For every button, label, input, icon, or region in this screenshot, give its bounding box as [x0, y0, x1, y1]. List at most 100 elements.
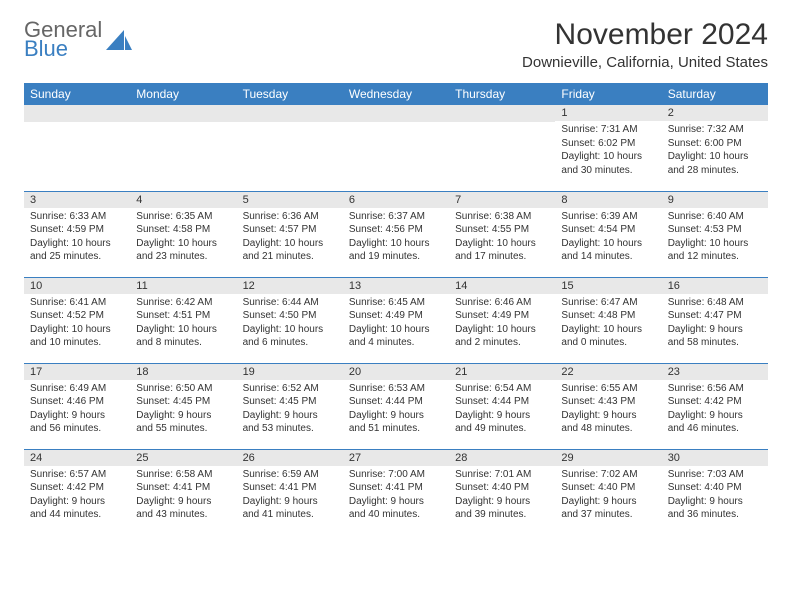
- month-title: November 2024: [522, 18, 768, 52]
- day-content: Sunrise: 6:45 AMSunset: 4:49 PMDaylight:…: [343, 294, 449, 352]
- day-header: Sunday: [24, 83, 130, 105]
- daylight: Daylight: 10 hours and 0 minutes.: [561, 323, 655, 350]
- day-number: 25: [130, 450, 236, 466]
- sunrise: Sunrise: 6:56 AM: [668, 382, 762, 396]
- day-content: Sunrise: 6:36 AMSunset: 4:57 PMDaylight:…: [237, 208, 343, 266]
- sunset: Sunset: 6:02 PM: [561, 137, 655, 151]
- daylight: Daylight: 10 hours and 8 minutes.: [136, 323, 230, 350]
- calendar-cell: 4Sunrise: 6:35 AMSunset: 4:58 PMDaylight…: [130, 191, 236, 277]
- sunset: Sunset: 4:40 PM: [561, 481, 655, 495]
- day-number: 29: [555, 450, 661, 466]
- day-content: Sunrise: 6:59 AMSunset: 4:41 PMDaylight:…: [237, 466, 343, 524]
- day-number: 16: [662, 278, 768, 294]
- daylight: Daylight: 9 hours and 53 minutes.: [243, 409, 337, 436]
- calendar-cell: 3Sunrise: 6:33 AMSunset: 4:59 PMDaylight…: [24, 191, 130, 277]
- sunset: Sunset: 4:52 PM: [30, 309, 124, 323]
- day-content: Sunrise: 6:44 AMSunset: 4:50 PMDaylight:…: [237, 294, 343, 352]
- sunset: Sunset: 6:00 PM: [668, 137, 762, 151]
- sunset: Sunset: 4:51 PM: [136, 309, 230, 323]
- calendar-row: 24Sunrise: 6:57 AMSunset: 4:42 PMDayligh…: [24, 449, 768, 535]
- calendar-cell: 2Sunrise: 7:32 AMSunset: 6:00 PMDaylight…: [662, 105, 768, 191]
- sunset: Sunset: 4:40 PM: [455, 481, 549, 495]
- calendar-cell: [449, 105, 555, 191]
- day-number: 15: [555, 278, 661, 294]
- sunset: Sunset: 4:44 PM: [455, 395, 549, 409]
- day-number: 12: [237, 278, 343, 294]
- sunrise: Sunrise: 6:47 AM: [561, 296, 655, 310]
- sunrise: Sunrise: 6:58 AM: [136, 468, 230, 482]
- calendar-row: 10Sunrise: 6:41 AMSunset: 4:52 PMDayligh…: [24, 277, 768, 363]
- sunset: Sunset: 4:57 PM: [243, 223, 337, 237]
- sunset: Sunset: 4:45 PM: [243, 395, 337, 409]
- day-header: Friday: [555, 83, 661, 105]
- sunset: Sunset: 4:50 PM: [243, 309, 337, 323]
- calendar-cell: 11Sunrise: 6:42 AMSunset: 4:51 PMDayligh…: [130, 277, 236, 363]
- day-content: Sunrise: 6:50 AMSunset: 4:45 PMDaylight:…: [130, 380, 236, 438]
- day-content: Sunrise: 6:56 AMSunset: 4:42 PMDaylight:…: [662, 380, 768, 438]
- day-number: 28: [449, 450, 555, 466]
- daylight: Daylight: 9 hours and 55 minutes.: [136, 409, 230, 436]
- day-number: 6: [343, 192, 449, 208]
- sunset: Sunset: 4:53 PM: [668, 223, 762, 237]
- day-number: [24, 105, 130, 122]
- calendar-cell: [237, 105, 343, 191]
- day-content: Sunrise: 6:54 AMSunset: 4:44 PMDaylight:…: [449, 380, 555, 438]
- day-content: Sunrise: 6:49 AMSunset: 4:46 PMDaylight:…: [24, 380, 130, 438]
- calendar-cell: 16Sunrise: 6:48 AMSunset: 4:47 PMDayligh…: [662, 277, 768, 363]
- daylight: Daylight: 9 hours and 43 minutes.: [136, 495, 230, 522]
- day-content: Sunrise: 6:35 AMSunset: 4:58 PMDaylight:…: [130, 208, 236, 266]
- daylight: Daylight: 9 hours and 48 minutes.: [561, 409, 655, 436]
- daylight: Daylight: 10 hours and 17 minutes.: [455, 237, 549, 264]
- daylight: Daylight: 9 hours and 56 minutes.: [30, 409, 124, 436]
- day-header: Saturday: [662, 83, 768, 105]
- sunrise: Sunrise: 6:38 AM: [455, 210, 549, 224]
- sail-icon: [106, 30, 132, 54]
- day-header: Tuesday: [237, 83, 343, 105]
- day-content: Sunrise: 6:55 AMSunset: 4:43 PMDaylight:…: [555, 380, 661, 438]
- calendar-cell: 24Sunrise: 6:57 AMSunset: 4:42 PMDayligh…: [24, 449, 130, 535]
- calendar-table: Sunday Monday Tuesday Wednesday Thursday…: [24, 83, 768, 535]
- daylight: Daylight: 10 hours and 4 minutes.: [349, 323, 443, 350]
- sunset: Sunset: 4:42 PM: [30, 481, 124, 495]
- day-number: 21: [449, 364, 555, 380]
- day-content: Sunrise: 7:02 AMSunset: 4:40 PMDaylight:…: [555, 466, 661, 524]
- daylight: Daylight: 10 hours and 21 minutes.: [243, 237, 337, 264]
- calendar-cell: 28Sunrise: 7:01 AMSunset: 4:40 PMDayligh…: [449, 449, 555, 535]
- sunrise: Sunrise: 6:48 AM: [668, 296, 762, 310]
- day-content: Sunrise: 7:03 AMSunset: 4:40 PMDaylight:…: [662, 466, 768, 524]
- sunset: Sunset: 4:43 PM: [561, 395, 655, 409]
- daylight: Daylight: 9 hours and 51 minutes.: [349, 409, 443, 436]
- day-number: 9: [662, 192, 768, 208]
- day-content: Sunrise: 7:00 AMSunset: 4:41 PMDaylight:…: [343, 466, 449, 524]
- daylight: Daylight: 10 hours and 25 minutes.: [30, 237, 124, 264]
- day-number: [130, 105, 236, 122]
- day-content: Sunrise: 6:40 AMSunset: 4:53 PMDaylight:…: [662, 208, 768, 266]
- day-number: [343, 105, 449, 122]
- calendar-cell: 13Sunrise: 6:45 AMSunset: 4:49 PMDayligh…: [343, 277, 449, 363]
- daylight: Daylight: 9 hours and 36 minutes.: [668, 495, 762, 522]
- day-number: 19: [237, 364, 343, 380]
- day-number: [237, 105, 343, 122]
- header: General Blue November 2024 Downieville, …: [24, 18, 768, 71]
- calendar-cell: 19Sunrise: 6:52 AMSunset: 4:45 PMDayligh…: [237, 363, 343, 449]
- calendar-row: 1Sunrise: 7:31 AMSunset: 6:02 PMDaylight…: [24, 105, 768, 191]
- day-content: Sunrise: 6:47 AMSunset: 4:48 PMDaylight:…: [555, 294, 661, 352]
- calendar-cell: 1Sunrise: 7:31 AMSunset: 6:02 PMDaylight…: [555, 105, 661, 191]
- day-content: Sunrise: 6:37 AMSunset: 4:56 PMDaylight:…: [343, 208, 449, 266]
- calendar-cell: 20Sunrise: 6:53 AMSunset: 4:44 PMDayligh…: [343, 363, 449, 449]
- daylight: Daylight: 10 hours and 28 minutes.: [668, 150, 762, 177]
- calendar-cell: 25Sunrise: 6:58 AMSunset: 4:41 PMDayligh…: [130, 449, 236, 535]
- day-number: 10: [24, 278, 130, 294]
- calendar-cell: [24, 105, 130, 191]
- calendar-cell: 14Sunrise: 6:46 AMSunset: 4:49 PMDayligh…: [449, 277, 555, 363]
- sunrise: Sunrise: 6:39 AM: [561, 210, 655, 224]
- day-number: 5: [237, 192, 343, 208]
- calendar-cell: 6Sunrise: 6:37 AMSunset: 4:56 PMDaylight…: [343, 191, 449, 277]
- daylight: Daylight: 9 hours and 40 minutes.: [349, 495, 443, 522]
- day-content: Sunrise: 7:31 AMSunset: 6:02 PMDaylight:…: [555, 121, 661, 179]
- sunset: Sunset: 4:44 PM: [349, 395, 443, 409]
- sunrise: Sunrise: 7:32 AM: [668, 123, 762, 137]
- sunset: Sunset: 4:41 PM: [243, 481, 337, 495]
- day-content: Sunrise: 6:52 AMSunset: 4:45 PMDaylight:…: [237, 380, 343, 438]
- sunrise: Sunrise: 6:42 AM: [136, 296, 230, 310]
